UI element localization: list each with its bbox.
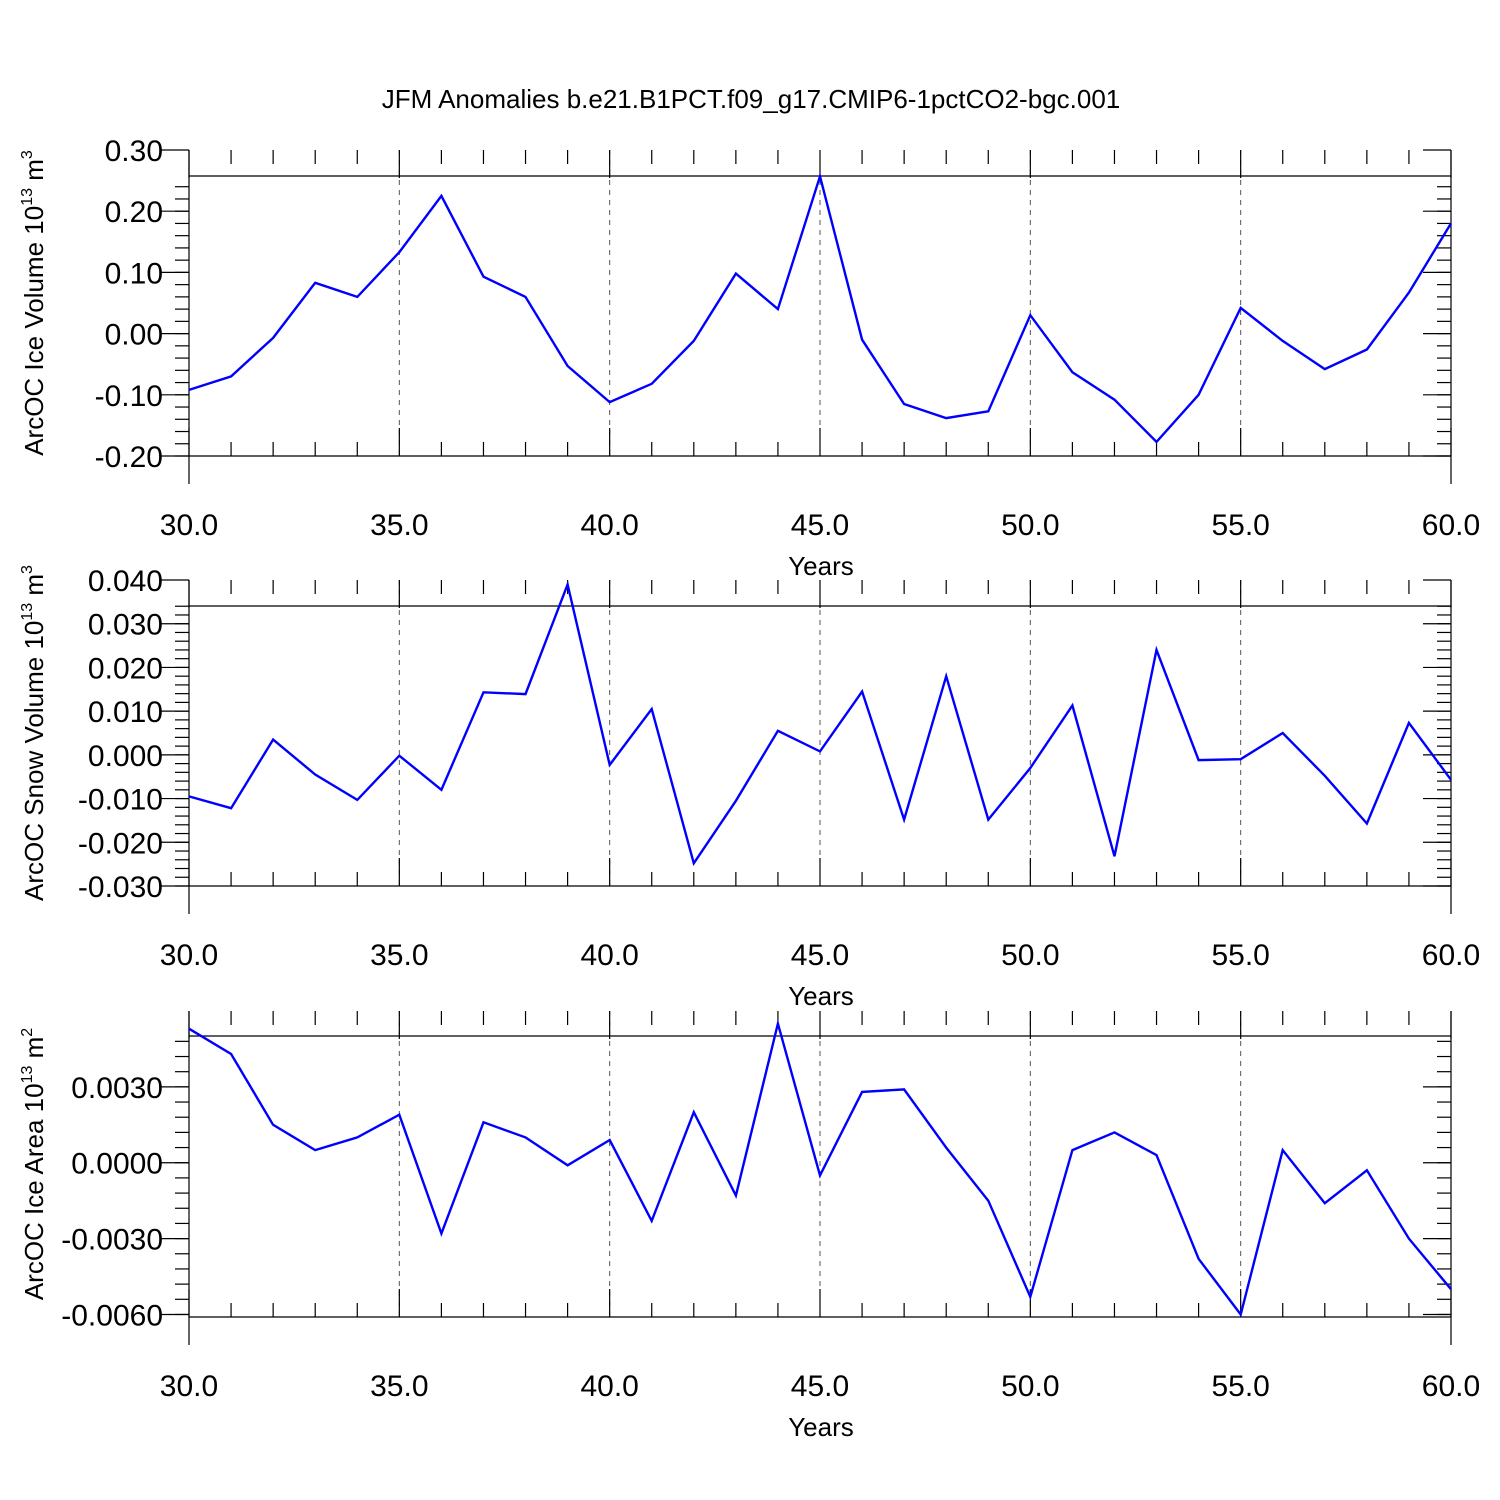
x-tick-label: 50.0 <box>1001 509 1059 542</box>
y-tick-label: 0.20 <box>105 196 163 229</box>
x-tick-label: 45.0 <box>791 1370 849 1403</box>
x-tick-label: 30.0 <box>160 509 218 542</box>
x-tick-label: 40.0 <box>580 939 638 972</box>
x-tick-label: 35.0 <box>370 509 428 542</box>
y-tick-label: -0.20 <box>95 441 163 474</box>
y-tick-label: 0.020 <box>88 652 163 685</box>
x-axis-label: Years <box>788 1412 854 1442</box>
y-tick-label: -0.0030 <box>61 1224 163 1257</box>
y-axis-label: ArcOC Snow Volume 1013 m3 <box>19 565 49 901</box>
x-tick-label: 55.0 <box>1211 939 1269 972</box>
x-axis-label: Years <box>788 981 854 1011</box>
series-line <box>188 580 1452 867</box>
y-tick-label: 0.030 <box>88 609 163 642</box>
chart-title: JFM Anomalies b.e21.B1PCT.f09_g17.CMIP6-… <box>382 84 1121 114</box>
chart-panel-1: 0.30 0.20 0.10 0.00 -0.10 -0.20 30.0 35.0 40.0 45… <box>19 135 1480 581</box>
chart-panel-2: 0.040 0.030 0.020 0.010 0.000 -0.010 -0.020 -0.… <box>19 565 1480 1011</box>
panels: 0.30 0.20 0.10 0.00 -0.10 -0.20 30.0 35.0 40.0 45… <box>19 135 1480 1442</box>
x-tick-label: 50.0 <box>1001 939 1059 972</box>
y-tick-label: -0.020 <box>78 827 163 860</box>
y-tick-label: 0.0000 <box>71 1148 163 1181</box>
series-line <box>188 1018 1452 1318</box>
x-tick-label: 60.0 <box>1422 939 1480 972</box>
x-tick-label: 35.0 <box>370 1370 428 1403</box>
y-tick-label: 0.010 <box>88 696 163 729</box>
x-tick-label: 30.0 <box>160 1370 218 1403</box>
y-tick-label: -0.030 <box>78 871 163 904</box>
x-tick-label: 30.0 <box>160 939 218 972</box>
x-tick-label: 40.0 <box>580 1370 638 1403</box>
y-tick-label: 0.00 <box>105 319 163 352</box>
x-tick-label: 45.0 <box>791 939 849 972</box>
x-tick-label: 55.0 <box>1211 1370 1269 1403</box>
series-line <box>188 171 1453 444</box>
y-tick-label: 0.0030 <box>71 1072 163 1105</box>
y-tick-label: 0.30 <box>105 135 163 168</box>
y-axis-label: ArcOC Ice Area 1013 m2 <box>19 1028 49 1300</box>
y-axis-label: ArcOC Ice Volume 1013 m3 <box>19 150 49 456</box>
x-tick-label: 40.0 <box>580 509 638 542</box>
x-tick-label: 35.0 <box>370 939 428 972</box>
x-tick-label: 55.0 <box>1211 509 1269 542</box>
x-tick-label: 60.0 <box>1422 1370 1480 1403</box>
y-tick-label: 0.10 <box>105 257 163 290</box>
x-tick-label: 60.0 <box>1422 509 1480 542</box>
x-axis-label: Years <box>788 551 854 581</box>
y-tick-label: -0.0060 <box>61 1299 163 1332</box>
y-tick-label: -0.010 <box>78 784 163 817</box>
chart-panel-3: 0.0030 0.0000 -0.0030 -0.0060 30.0 35.0 40.0 45… <box>19 1011 1480 1442</box>
x-tick-label: 50.0 <box>1001 1370 1059 1403</box>
x-tick-label: 45.0 <box>791 509 849 542</box>
y-tick-label: 0.040 <box>88 565 163 598</box>
y-tick-label: -0.10 <box>95 380 163 413</box>
y-tick-label: 0.000 <box>88 740 163 773</box>
